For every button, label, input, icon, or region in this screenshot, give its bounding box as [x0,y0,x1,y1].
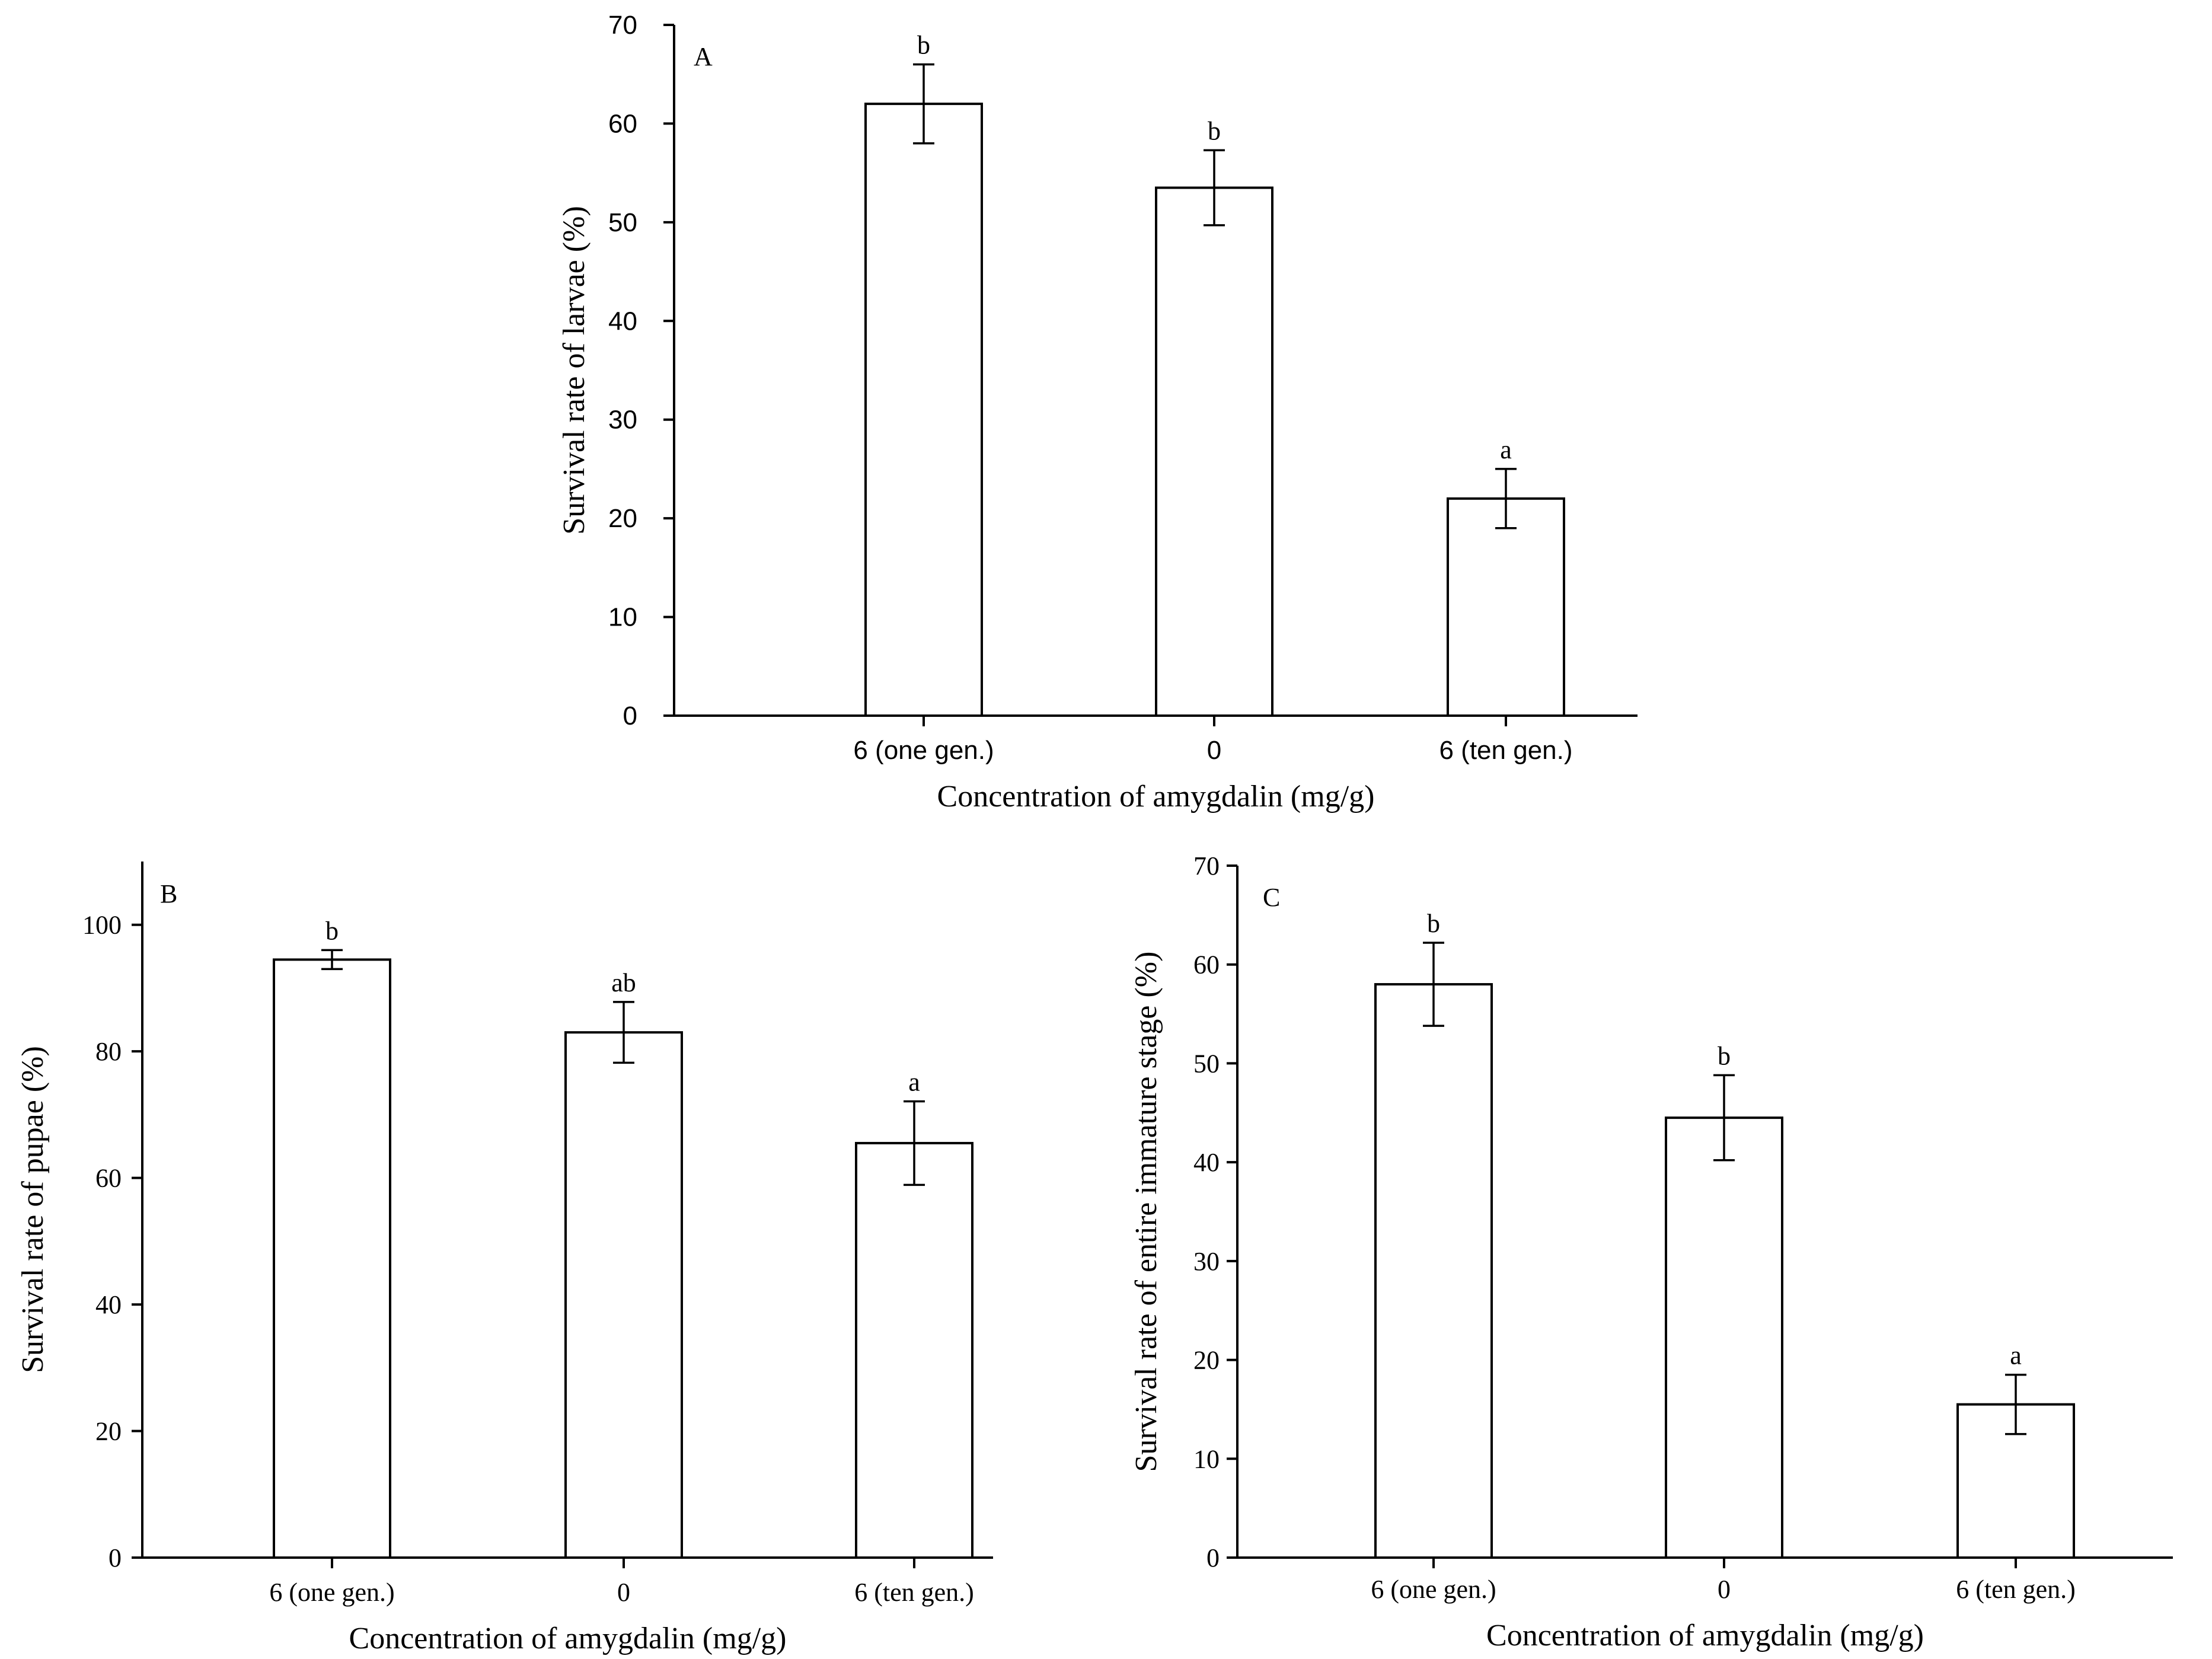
y-tick-label: 0 [108,1543,122,1572]
y-tick-label: 40 [608,307,637,336]
bar [855,1141,973,1559]
significance-label: b [917,31,930,60]
x-tick-label: 6 (one gen.) [853,736,994,765]
significance-label: b [1208,116,1221,145]
bar [564,1031,683,1559]
y-tick-label: 50 [1193,1049,1220,1078]
x-tick-label: 6 (one gen.) [1371,1575,1496,1604]
bar [1155,186,1273,717]
x-tick-label: 0 [1207,736,1221,765]
y-tick-label: 20 [95,1417,122,1446]
panel-c-chart: 0 10 20 30 40 50 60 70 b 6 (one gen.) b 0 a 6 (ten ge… [1129,851,2173,1652]
x-axis-title: Concentration of amygdalin (mg/g) [937,780,1375,813]
bar [864,103,983,717]
y-tick-label: 80 [95,1037,122,1066]
bar [1665,1116,1783,1559]
significance-label: b [1427,909,1440,938]
panel-label: B [160,879,177,908]
x-tick-label: 6 (ten gen.) [1439,736,1572,765]
panel-label: A [694,42,713,71]
y-tick-label: 10 [608,603,637,632]
significance-label: a [908,1067,920,1096]
x-axis-title: Concentration of amygdalin (mg/g) [349,1622,787,1655]
y-axis-title: Survival rate of larvae (%) [557,206,591,534]
y-tick-label: 50 [608,208,637,237]
panel-b-chart: 0 20 40 60 80 100 b 6 (one gen.) ab 0 a 6 (ten gen.… [16,862,993,1655]
x-tick-label: 6 (ten gen.) [854,1578,974,1607]
y-axis-title: Survival rate of pupae (%) [16,1046,50,1373]
y-tick-label: 40 [95,1290,122,1319]
y-tick-label: 10 [1193,1444,1220,1473]
bar [1447,497,1565,717]
y-tick-label: 60 [608,109,637,138]
y-tick-label: 0 [623,701,637,730]
y-tick-label: 70 [608,11,637,40]
significance-label: a [1500,435,1512,464]
y-tick-label: 40 [1193,1148,1220,1177]
significance-label: ab [611,968,636,997]
x-axis-title: Concentration of amygdalin (mg/g) [1486,1619,1924,1652]
x-tick-label: 0 [1718,1575,1731,1604]
significance-label: a [2010,1341,2022,1370]
y-tick-label: 30 [608,406,637,435]
y-tick-label: 20 [1193,1346,1220,1375]
y-tick-label: 60 [1193,950,1220,980]
y-tick-label: 20 [608,504,637,533]
panel-a-chart: 0 10 20 30 40 50 60 70 b 6 (one gen.) b 0 a 6 (ten ge… [557,11,1638,813]
bar [1374,983,1493,1559]
y-tick-label: 70 [1193,851,1220,880]
significance-label: b [325,916,339,945]
panel-label: C [1263,883,1280,912]
x-tick-label: 6 (one gen.) [269,1578,394,1607]
x-tick-label: 0 [617,1578,630,1607]
y-tick-label: 0 [1206,1543,1220,1572]
y-tick-label: 100 [82,911,122,940]
significance-label: b [1718,1041,1731,1070]
y-tick-label: 30 [1193,1247,1220,1276]
y-tick-label: 60 [95,1164,122,1193]
bar [273,958,391,1559]
x-tick-label: 6 (ten gen.) [1956,1575,2076,1604]
y-axis-title: Survival rate of entire immature stage (… [1129,952,1163,1472]
